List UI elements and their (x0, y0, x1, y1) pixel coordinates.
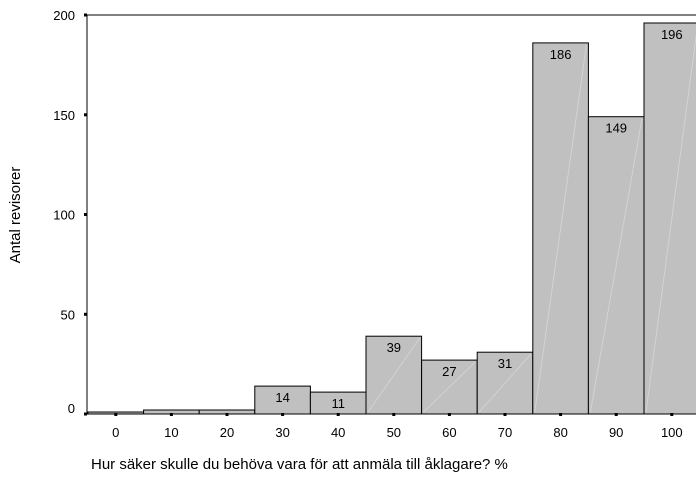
bar (643, 22, 696, 415)
data-label: 39 (387, 340, 401, 355)
data-label: 27 (442, 364, 456, 379)
bars-group: 14 11 39 27 31 186 149 196 (87, 22, 696, 415)
x-axis-title: Hur säker skulle du behöva vara för att … (91, 456, 508, 473)
x-tick-label: 60 (442, 425, 456, 440)
data-label: 11 (331, 396, 345, 411)
bar-shine-line (645, 33, 696, 413)
data-label: 14 (275, 390, 289, 405)
bar (254, 385, 311, 415)
x-tick-label: 50 (387, 425, 401, 440)
x-tick-label: 100 (661, 425, 683, 440)
data-label: 196 (661, 27, 683, 42)
x-tick-label: 90 (609, 425, 623, 440)
y-tick-label: 0 (68, 401, 75, 416)
x-tick-label: 10 (164, 425, 178, 440)
bar-shine-line (367, 337, 420, 413)
x-ticks-group: 0 10 20 30 40 50 60 70 80 90 100 (112, 413, 683, 440)
y-tick-label: 100 (53, 208, 75, 223)
y-tick-label: 150 (53, 108, 75, 123)
x-tick-label: 40 (331, 425, 345, 440)
x-tick-label: 30 (275, 425, 289, 440)
y-tick-label: 200 (53, 8, 75, 23)
x-tick-label: 0 (112, 425, 119, 440)
y-tick-label: 50 (61, 307, 75, 322)
bar-shine-line (478, 353, 532, 413)
x-tick-label: 70 (498, 425, 512, 440)
bar-shine-line (534, 44, 587, 413)
data-label: 149 (605, 121, 627, 136)
bar-shine-line (590, 118, 643, 413)
data-label: 31 (498, 356, 512, 371)
x-tick-label: 80 (553, 425, 567, 440)
y-ticks-group: 0 50 100 150 200 (53, 8, 87, 416)
data-label: 186 (550, 47, 572, 62)
x-tick-label: 20 (220, 425, 234, 440)
y-axis-title: Antal revisorer (7, 167, 24, 264)
bar-shine-line (423, 361, 476, 413)
